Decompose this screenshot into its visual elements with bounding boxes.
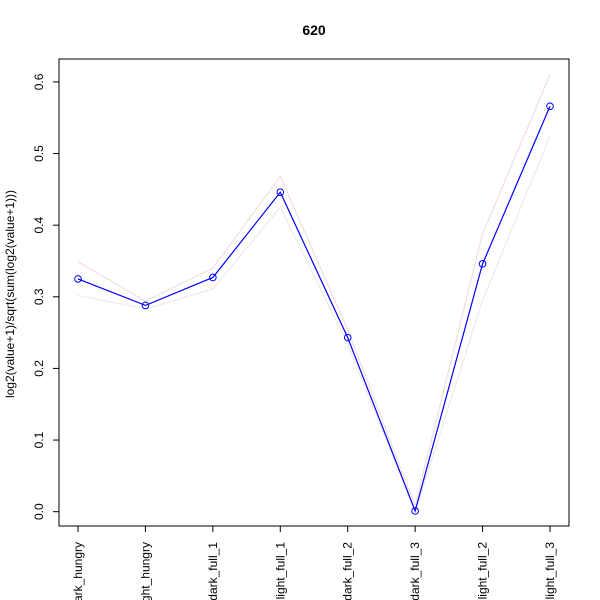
data-point <box>209 273 217 282</box>
y-tick-label: 0.2 <box>32 360 46 377</box>
series-line <box>77 74 551 508</box>
y-tick-label: 0.1 <box>32 431 46 448</box>
y-tick-label: 0.4 <box>32 217 46 234</box>
y-axis-title: log2(value+1)/sqrt(sum(log2(value+1))) <box>3 190 17 398</box>
y-tick-label: 0.5 <box>32 145 46 162</box>
y-axis: 0.0 0.1 0.2 0.3 0.4 0.5 0.6 <box>32 73 59 520</box>
data-point <box>74 275 82 283</box>
y-tick-label: 0.3 <box>32 288 46 305</box>
x-tick-label: light_full_2 <box>476 542 490 600</box>
data-point <box>343 333 352 342</box>
series-line <box>77 106 551 513</box>
x-tick-label: dark_full_2 <box>341 542 355 600</box>
series-line <box>77 136 551 514</box>
x-tick-label: light_full_1 <box>273 542 287 600</box>
data-point <box>411 507 419 515</box>
x-tick-label: dark_full_1 <box>206 542 220 600</box>
data-point <box>141 301 150 310</box>
x-tick-label: light_full_3 <box>543 542 557 600</box>
series-layer <box>74 74 554 515</box>
x-axis: dark_hungry light_hungry dark_full_1 light_… <box>71 526 557 600</box>
data-point <box>276 188 285 197</box>
x-tick-label: dark_full_3 <box>408 542 422 600</box>
y-tick-label: 0.6 <box>32 73 46 90</box>
y-tick-label: 0.0 <box>32 503 46 520</box>
x-tick-label: dark_hungry <box>71 542 85 600</box>
plot-frame <box>58 58 570 527</box>
data-point <box>546 102 554 111</box>
data-point <box>478 260 487 268</box>
x-tick-label: light_hungry <box>138 542 152 600</box>
chart-title: 620 <box>302 22 326 38</box>
